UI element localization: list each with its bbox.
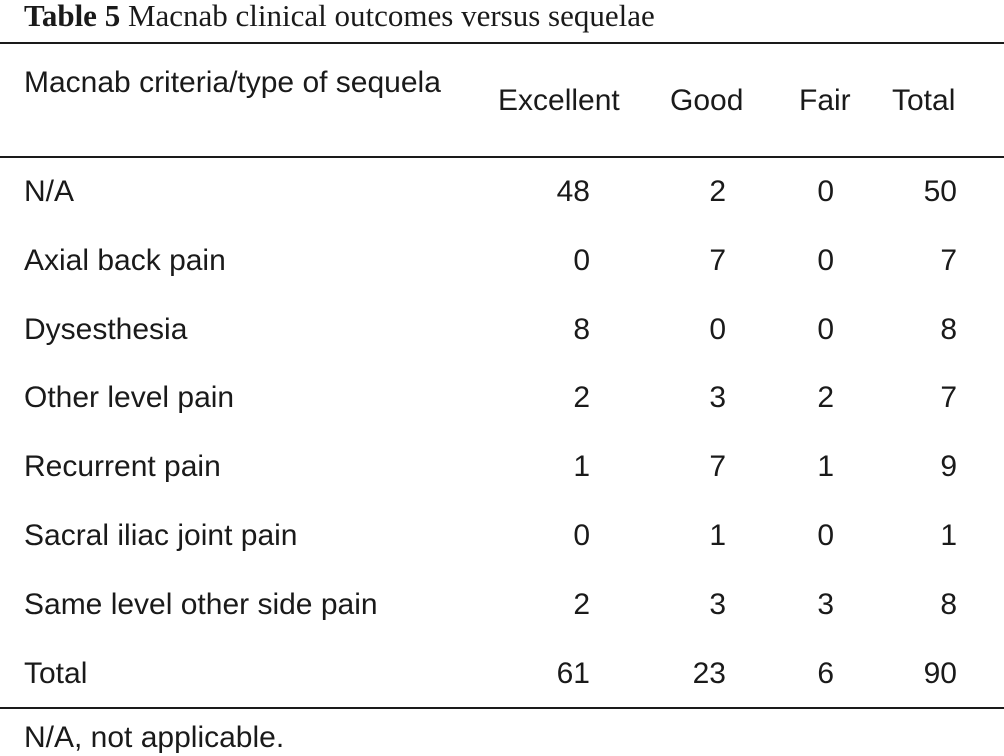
row-label: Total (24, 656, 88, 690)
cell-total: 8 (940, 587, 957, 621)
cell-good: 7 (709, 450, 726, 484)
cell-excellent: 0 (573, 519, 590, 552)
cell-good: 3 (709, 381, 726, 415)
row-label: Axial back pain (24, 243, 226, 277)
cell-excellent: 2 (573, 587, 590, 621)
cell-good: 1 (709, 519, 726, 552)
header-rule (0, 156, 1004, 158)
cell-excellent: 2 (573, 381, 590, 415)
column-header-excellent: Excellent (498, 84, 620, 117)
cell-fair: 3 (817, 587, 834, 621)
table-number: Table 5 (24, 0, 121, 33)
cell-total: 7 (940, 381, 957, 415)
cell-good: 3 (709, 587, 726, 621)
column-header-good: Good (670, 84, 744, 117)
table-caption: Table 5 Macnab clinical outcomes versus … (24, 0, 655, 34)
cell-excellent: 8 (573, 312, 590, 346)
row-label: Recurrent pain (24, 450, 221, 484)
cell-good: 23 (692, 656, 726, 690)
cell-excellent: 0 (573, 243, 590, 277)
cell-good: 0 (709, 312, 726, 346)
row-label: Same level other side pain (24, 587, 378, 621)
cell-fair: 0 (817, 175, 834, 208)
cell-fair: 6 (817, 656, 834, 690)
cell-excellent: 48 (556, 175, 590, 208)
cell-fair: 2 (817, 381, 834, 415)
column-header-fair: Fair (799, 84, 851, 117)
table-title: Macnab clinical outcomes versus sequelae (127, 0, 655, 33)
cell-total: 8 (940, 312, 957, 346)
row-label: N/A (24, 175, 75, 208)
row-label: Dysesthesia (24, 312, 188, 346)
row-label: Other level pain (24, 381, 235, 415)
cell-fair: 0 (817, 312, 834, 346)
cell-good: 2 (709, 175, 726, 208)
cell-fair: 1 (817, 450, 834, 484)
table-footnote: N/A, not applicable. (24, 721, 285, 754)
cell-excellent: 1 (573, 450, 590, 484)
cell-excellent: 61 (556, 656, 590, 690)
cell-total: 1 (940, 519, 957, 552)
cell-total: 9 (940, 450, 957, 484)
row-label: Sacral iliac joint pain (24, 519, 298, 552)
top-rule (0, 42, 1004, 44)
cell-total: 90 (923, 656, 957, 690)
column-header-criteria: Macnab criteria/type of sequela (24, 66, 441, 99)
cell-good: 7 (709, 243, 726, 277)
column-header-total: Total (892, 84, 956, 117)
cell-fair: 0 (817, 243, 834, 277)
cell-fair: 0 (817, 519, 834, 552)
cell-total: 7 (940, 243, 957, 277)
cell-total: 50 (923, 175, 957, 208)
bottom-rule (0, 707, 1004, 709)
